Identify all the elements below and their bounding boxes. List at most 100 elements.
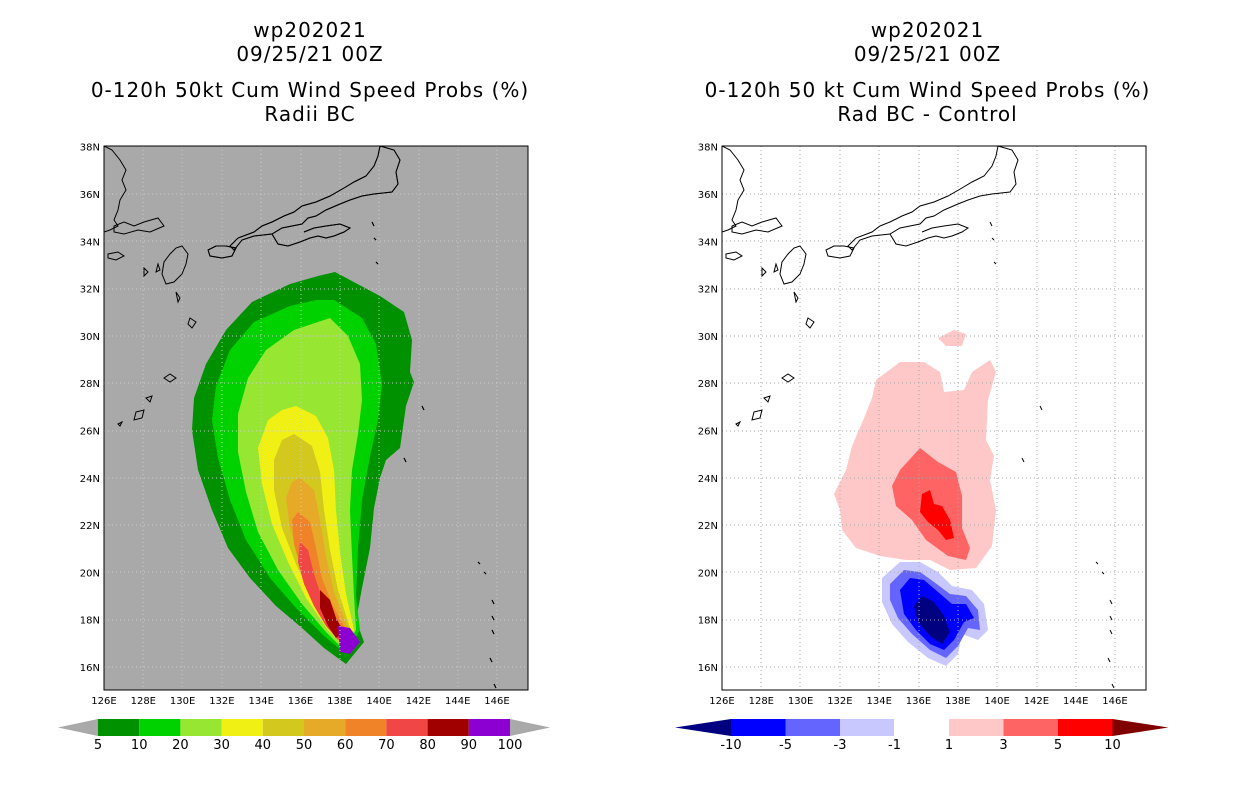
right-lat-tick-36N: 36N bbox=[698, 190, 718, 201]
left-colorbar-label-50: 50 bbox=[296, 738, 313, 753]
left-colorbar-swatch-9 bbox=[468, 719, 510, 736]
left-x-tick-labels: 126E 128E 130E 132E 134E 136E 138E 140E 142E 144E… bbox=[91, 696, 509, 707]
left-lat-tick-22N: 22N bbox=[80, 521, 100, 532]
left-datetime: 09/25/21 00Z bbox=[236, 42, 384, 66]
left-lat-tick-34N: 34N bbox=[80, 237, 100, 248]
left-colorbar-label-90: 90 bbox=[461, 738, 478, 753]
left-colorbar-label-10: 10 bbox=[131, 738, 148, 753]
right-datetime: 09/25/21 00Z bbox=[853, 42, 1002, 66]
left-subtitle: Radii BC bbox=[264, 102, 356, 126]
right-lon-tick-146E: 146E bbox=[1102, 696, 1127, 707]
right-map-frame bbox=[721, 145, 1147, 691]
left-colorbar-label-70: 70 bbox=[378, 738, 395, 753]
left-colorbar-high-triangle bbox=[510, 719, 550, 736]
left-colorbar-low-triangle bbox=[58, 719, 98, 736]
right-x-tick-labels: 126E 128E 130E 132E 134E 136E 138E 140E 142E 144E… bbox=[709, 696, 1127, 707]
right-colorbar-swatch-3 bbox=[840, 719, 895, 736]
left-colorbar-label-40: 40 bbox=[255, 738, 272, 753]
left-lon-tick-138E: 138E bbox=[327, 696, 352, 707]
right-colorbar-label--1: -1 bbox=[888, 738, 901, 753]
right-lon-tick-134E: 134E bbox=[866, 696, 891, 707]
left-colorbar: 5 10 20 30 40 50 60 70 80 90 100 bbox=[58, 719, 550, 753]
left-lat-tick-26N: 26N bbox=[80, 427, 100, 438]
left-lon-tick-136E: 136E bbox=[288, 696, 313, 707]
left-lon-tick-146E: 146E bbox=[484, 696, 509, 707]
right-colorbar-label--10: -10 bbox=[720, 738, 741, 753]
right-lon-tick-144E: 144E bbox=[1063, 696, 1088, 707]
left-product-title: 0-120h 50kt Cum Wind Speed Probs (%) bbox=[90, 78, 530, 102]
left-colorbar-swatch-2 bbox=[180, 719, 222, 736]
left-colorbar-swatch-3 bbox=[221, 719, 263, 736]
right-colorbar-swatch-5 bbox=[949, 719, 1004, 736]
right-colorbar-swatch-6 bbox=[1003, 719, 1058, 736]
right-lon-tick-142E: 142E bbox=[1024, 696, 1049, 707]
right-colorbar-swatch-1 bbox=[731, 719, 786, 736]
right-lat-tick-26N: 26N bbox=[698, 427, 718, 438]
left-lon-tick-142E: 142E bbox=[406, 696, 431, 707]
right-lon-tick-128E: 128E bbox=[749, 696, 774, 707]
right-colorbar-label-10: 10 bbox=[1104, 738, 1121, 753]
left-lat-tick-20N: 20N bbox=[80, 568, 100, 579]
left-colorbar-label-100: 100 bbox=[498, 738, 523, 753]
right-lon-tick-132E: 132E bbox=[827, 696, 852, 707]
left-colorbar-swatch-1 bbox=[139, 719, 181, 736]
contour-neg-10 bbox=[914, 596, 950, 644]
left-lat-tick-36N: 36N bbox=[80, 190, 100, 201]
right-y-tick-labels: 16N 18N 20N 22N 24N 26N 28N 30N 32N 34N 36N 38N bbox=[698, 143, 718, 674]
left-lat-tick-24N: 24N bbox=[80, 474, 100, 485]
right-lon-tick-138E: 138E bbox=[945, 696, 970, 707]
left-lat-tick-28N: 28N bbox=[80, 379, 100, 390]
right-colorbar-label-3: 3 bbox=[999, 738, 1007, 753]
left-colorbar-label-80: 80 bbox=[419, 738, 436, 753]
right-lat-tick-18N: 18N bbox=[698, 616, 718, 627]
right-colorbar-label--5: -5 bbox=[779, 738, 792, 753]
left-lat-tick-32N: 32N bbox=[80, 285, 100, 296]
right-colorbar-swatch-4 bbox=[894, 718, 950, 737]
left-storm-id: wp202021 bbox=[253, 18, 367, 42]
left-lat-tick-38N: 38N bbox=[80, 143, 100, 154]
right-lon-tick-140E: 140E bbox=[984, 696, 1009, 707]
right-colorbar-low-triangle bbox=[675, 719, 731, 736]
left-grid bbox=[104, 146, 528, 690]
right-colorbar-swatch-7 bbox=[1058, 719, 1113, 736]
right-subtitle: Rad BC - Control bbox=[837, 102, 1018, 126]
right-colorbar-high-triangle bbox=[1112, 719, 1169, 736]
left-colorbar-label-30: 30 bbox=[213, 738, 230, 753]
right-colorbar: -10 -5 -3 -1 1 3 5 10 bbox=[675, 718, 1169, 753]
left-colorbar-label-20: 20 bbox=[172, 738, 189, 753]
left-map-panel bbox=[103, 145, 529, 691]
contour-pos-5 bbox=[920, 490, 954, 540]
contour-90 bbox=[338, 626, 360, 654]
left-lat-tick-16N: 16N bbox=[80, 663, 100, 674]
left-probability-contours bbox=[192, 272, 414, 664]
left-colorbar-swatch-8 bbox=[427, 719, 469, 736]
left-lon-tick-144E: 144E bbox=[445, 696, 470, 707]
left-colorbar-label-5: 5 bbox=[94, 738, 102, 753]
right-lat-tick-34N: 34N bbox=[698, 237, 718, 248]
right-storm-id: wp202021 bbox=[870, 18, 985, 42]
right-lat-tick-28N: 28N bbox=[698, 379, 718, 390]
right-lat-tick-16N: 16N bbox=[698, 663, 718, 674]
right-difference-contours bbox=[834, 330, 996, 666]
right-lat-tick-32N: 32N bbox=[698, 285, 718, 296]
right-lat-tick-30N: 30N bbox=[698, 332, 718, 343]
right-grid bbox=[722, 146, 1146, 690]
contour-pos-1b bbox=[938, 330, 966, 346]
left-y-tick-labels: 16N 18N 20N 22N 24N 26N 28N 30N 32N 34N 36N 38N bbox=[80, 143, 100, 674]
left-lon-tick-126E: 126E bbox=[91, 696, 116, 707]
left-colorbar-swatch-6 bbox=[345, 719, 387, 736]
left-lon-tick-140E: 140E bbox=[366, 696, 391, 707]
right-colorbar-swatch-2 bbox=[785, 719, 840, 736]
left-lat-tick-30N: 30N bbox=[80, 332, 100, 343]
right-lat-tick-24N: 24N bbox=[698, 474, 718, 485]
right-lon-tick-126E: 126E bbox=[709, 696, 734, 707]
left-colorbar-swatch-0 bbox=[98, 719, 140, 736]
right-title-block: wp202021 09/25/21 00Z 0-120h 50 kt Cum W… bbox=[670, 18, 1185, 126]
right-lat-tick-20N: 20N bbox=[698, 568, 718, 579]
right-colorbar-label--3: -3 bbox=[834, 738, 847, 753]
right-map-panel bbox=[721, 145, 1147, 691]
left-colorbar-swatch-4 bbox=[262, 719, 304, 736]
left-colorbar-label-60: 60 bbox=[337, 738, 354, 753]
right-lat-tick-22N: 22N bbox=[698, 521, 718, 532]
